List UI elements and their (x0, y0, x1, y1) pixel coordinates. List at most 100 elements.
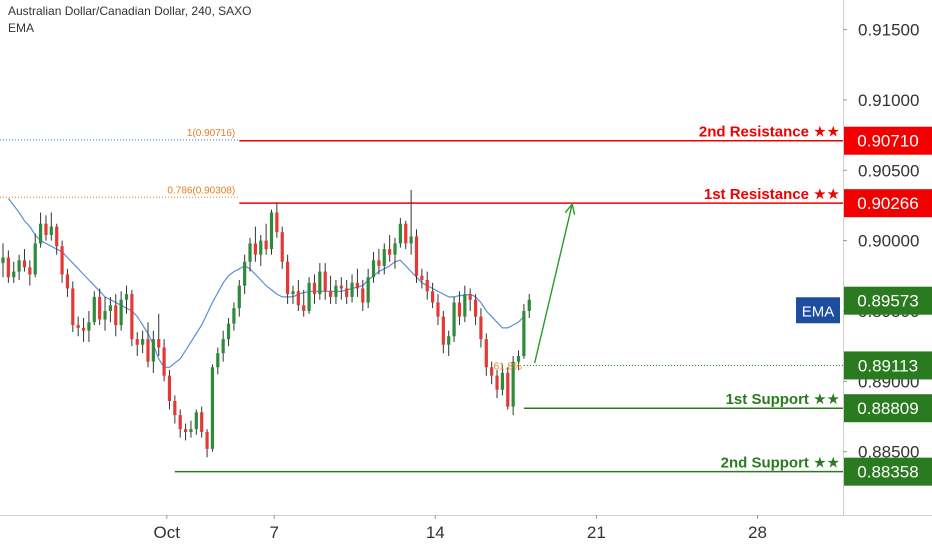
level-price-text: 0.90710 (857, 132, 918, 151)
ema-tag-text: EMA (802, 303, 835, 320)
candle-body (361, 288, 365, 303)
candle-body (114, 305, 118, 326)
candle-body (28, 267, 32, 275)
candle-body (194, 412, 198, 430)
candle-body (522, 310, 526, 356)
candle-body (55, 226, 59, 247)
candle-body (339, 285, 343, 289)
candle-body (200, 412, 204, 432)
candle-body (409, 236, 413, 244)
level-price-text: 0.88358 (857, 463, 918, 482)
level-label: 2nd Resistance ★★ (699, 124, 840, 141)
candle-body (323, 271, 327, 292)
candle-body (484, 339, 488, 368)
candle-body (393, 243, 397, 255)
candle-body (237, 285, 241, 309)
level-price-tag (844, 457, 932, 486)
candle-body (269, 212, 274, 250)
candle-body (65, 274, 70, 289)
candle-body (1, 257, 5, 264)
candle-body (135, 339, 139, 345)
candle-body (141, 339, 145, 345)
candle-body (12, 271, 16, 278)
candle-body (183, 429, 188, 432)
candle-body (264, 240, 268, 250)
candle-body (6, 257, 10, 278)
x-tick-label: 14 (426, 523, 445, 542)
candle-body (414, 236, 419, 276)
candle-body (167, 375, 172, 402)
level-price-tag (844, 394, 932, 423)
candle-body (60, 246, 64, 275)
candle-body (420, 275, 424, 281)
candle-body (457, 302, 462, 317)
candle-body (447, 336, 451, 345)
candle-body (328, 291, 333, 297)
candle-body (527, 299, 531, 311)
candle-body (500, 372, 505, 390)
candle-body (17, 260, 21, 272)
candle-body (130, 294, 134, 340)
candle-body (151, 339, 155, 362)
candle-body (173, 401, 177, 416)
candle-body (22, 260, 27, 268)
candle-body (275, 212, 279, 233)
candle-body (506, 372, 510, 407)
candle-body (495, 375, 499, 390)
ema-tag (796, 297, 840, 324)
candle-body (92, 296, 96, 323)
candle-body (452, 302, 456, 337)
candle-body (398, 223, 402, 244)
candle-body (473, 299, 478, 317)
y-tick-label: 0.91500 (858, 21, 919, 40)
candle-body (296, 291, 300, 306)
candle-body (436, 302, 440, 317)
candle-body (291, 291, 295, 295)
level-price-tag (844, 126, 932, 155)
candle-body (490, 367, 494, 376)
candle-body (221, 339, 225, 354)
candle-body (388, 249, 392, 255)
candle-body (479, 316, 483, 340)
candle-body (33, 243, 37, 275)
level-price-tag (844, 351, 932, 380)
candle-body (425, 280, 429, 292)
ema-line (7, 198, 525, 368)
candle-body (232, 308, 236, 324)
candle-body (280, 232, 284, 262)
level-price-text: 0.90266 (857, 194, 918, 213)
y-tick-label: 0.90500 (858, 161, 919, 180)
candle-body (366, 277, 370, 303)
candle-body (205, 431, 209, 449)
candle-body (431, 291, 435, 303)
indicator-label: EMA (8, 21, 35, 35)
fib-label: 0.786(0.90308) (167, 185, 235, 196)
candle-body (76, 325, 80, 328)
candle-body (81, 327, 86, 331)
candle-body (302, 305, 306, 311)
candle-body (516, 355, 521, 362)
candle-body (350, 282, 354, 297)
candle-body (248, 243, 252, 262)
level-price-text: 0.89113 (858, 356, 918, 375)
candle-body (318, 271, 322, 295)
level-label: 1st Support ★★ (726, 391, 840, 408)
level-price-text: 0.88809 (857, 399, 918, 418)
candle-body (98, 296, 102, 320)
candle-body (511, 361, 515, 407)
candle-body (377, 260, 381, 266)
x-tick-label: 28 (748, 523, 767, 542)
candle-body (44, 223, 48, 235)
candle-body (355, 282, 360, 289)
candle-body (382, 249, 386, 266)
candle-body (371, 260, 376, 278)
x-tick-label: 21 (587, 523, 606, 542)
candle-body (259, 240, 263, 255)
candle-body (38, 223, 43, 244)
candle-body (210, 367, 215, 449)
candle-body (243, 261, 247, 286)
level-label: 2nd Support ★★ (721, 455, 840, 472)
projection-arrow-head (564, 202, 576, 215)
candle-body (162, 347, 166, 376)
